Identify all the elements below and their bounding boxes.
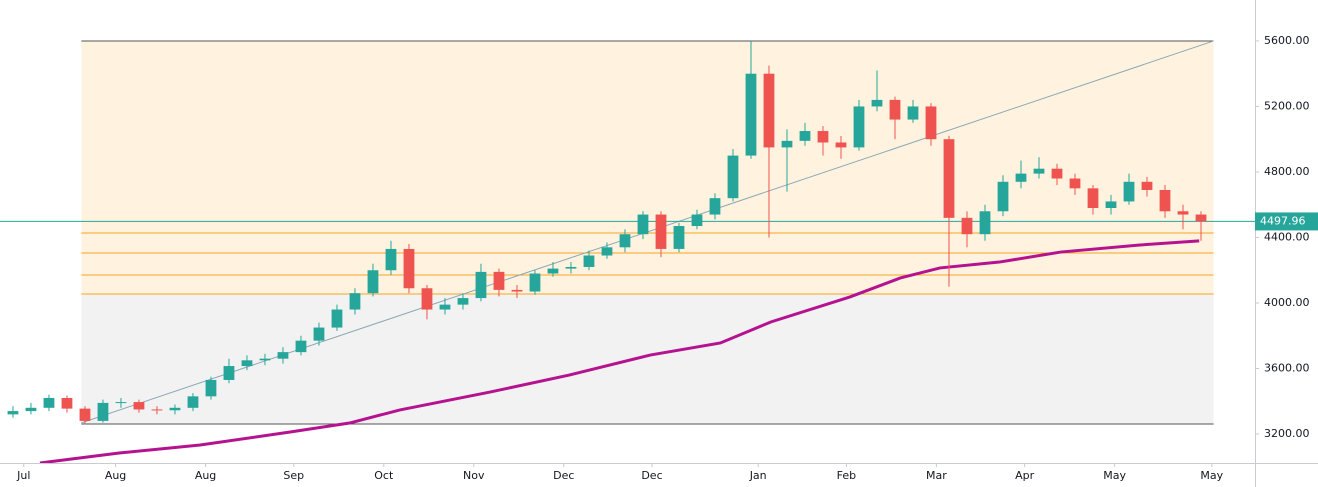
x-tick-label: Jan — [749, 469, 767, 482]
candle-body — [133, 402, 145, 410]
candle-body — [421, 288, 433, 310]
x-tick-label: Nov — [463, 469, 485, 482]
candle-body — [1141, 181, 1153, 190]
x-tick-label: Dec — [553, 469, 574, 482]
candle-body — [1069, 178, 1081, 189]
candle-body — [223, 366, 235, 380]
candle-body — [1177, 211, 1189, 215]
candle-body — [1087, 188, 1099, 208]
candle-body — [979, 211, 991, 235]
candle-body — [241, 360, 253, 367]
candle-body — [835, 142, 847, 148]
candle-body — [1123, 181, 1135, 202]
candle-body — [79, 408, 91, 421]
y-tick-label: 4000.00 — [1264, 296, 1310, 309]
candle-body — [619, 234, 631, 248]
candle-body — [547, 268, 559, 274]
last-price-label: 4497.96 — [1260, 214, 1306, 227]
candle-body — [493, 271, 505, 290]
y-tick-label: 4400.00 — [1264, 230, 1310, 243]
candle-body — [997, 181, 1009, 212]
candle-body — [187, 396, 199, 408]
candle-body — [115, 402, 127, 404]
candle-body — [1105, 201, 1117, 208]
candle-body — [1015, 173, 1027, 182]
candle-body — [601, 247, 613, 256]
candle-body — [673, 226, 685, 249]
candle-body — [799, 131, 811, 141]
x-tick-label: Jul — [16, 469, 30, 482]
x-tick-label: Oct — [374, 469, 394, 482]
candle-body — [1051, 168, 1063, 179]
candle-body — [853, 106, 865, 148]
candle-body — [943, 139, 955, 218]
candle-body — [349, 293, 361, 310]
candle-body — [457, 298, 469, 305]
x-tick-label: Mar — [926, 469, 947, 482]
candle-body — [439, 304, 451, 310]
candle-body — [385, 248, 397, 271]
candle-body — [691, 214, 703, 227]
candle-body — [961, 217, 973, 235]
lower-zone — [81, 293, 1214, 425]
x-tick-label: May — [1200, 469, 1223, 482]
candle-body — [781, 140, 793, 148]
y-tick-label: 5200.00 — [1264, 99, 1310, 112]
last-price-tag — [1255, 212, 1318, 231]
y-tick-label: 3200.00 — [1264, 427, 1310, 440]
x-tick-label: Dec — [641, 469, 662, 482]
candle-body — [331, 309, 343, 328]
candle-body — [709, 198, 721, 215]
candle-body — [367, 270, 379, 294]
candle-body — [925, 106, 937, 140]
x-tick-label: Feb — [837, 469, 856, 482]
candle-body — [43, 397, 55, 408]
x-tick-label: May — [1103, 469, 1126, 482]
candle-body — [25, 407, 37, 412]
candle-body — [169, 407, 181, 411]
candle-body — [313, 327, 325, 341]
candle-body — [205, 379, 217, 397]
moving-average — [39, 239, 1200, 463]
candle-body — [637, 214, 649, 235]
candle-body — [763, 73, 775, 148]
candle-body — [529, 273, 541, 292]
candle-body — [97, 402, 109, 421]
candle-body — [61, 397, 73, 409]
plot-area — [0, 40, 1255, 463]
candle-body — [259, 358, 271, 361]
candle-body — [565, 266, 577, 269]
candle-body — [889, 99, 901, 120]
candle-body — [403, 248, 415, 289]
x-tick-label: Sep — [283, 469, 304, 482]
candle-body — [151, 409, 163, 411]
candle-body — [277, 352, 289, 359]
candle-body — [7, 411, 19, 415]
x-tick-label: Aug — [195, 469, 216, 482]
x-tick-label: Aug — [105, 469, 126, 482]
candle-body — [871, 99, 883, 107]
y-tick-label: 5600.00 — [1264, 34, 1310, 47]
candle-body — [817, 131, 829, 143]
candle-body — [907, 106, 919, 120]
x-tick-label: Apr — [1015, 469, 1035, 482]
candle-body — [1033, 168, 1045, 174]
candle-body — [655, 214, 667, 249]
upper-zone — [81, 40, 1214, 294]
candle-body — [475, 271, 487, 299]
candle-body — [511, 289, 523, 292]
y-tick-label: 3600.00 — [1264, 362, 1310, 375]
candle-body — [727, 155, 739, 199]
candle-body — [295, 340, 307, 353]
candle-body — [1195, 214, 1207, 222]
candle-body — [583, 255, 595, 267]
y-tick-label: 4800.00 — [1264, 165, 1310, 178]
candle-body — [1159, 189, 1171, 212]
candle-body — [745, 73, 757, 156]
